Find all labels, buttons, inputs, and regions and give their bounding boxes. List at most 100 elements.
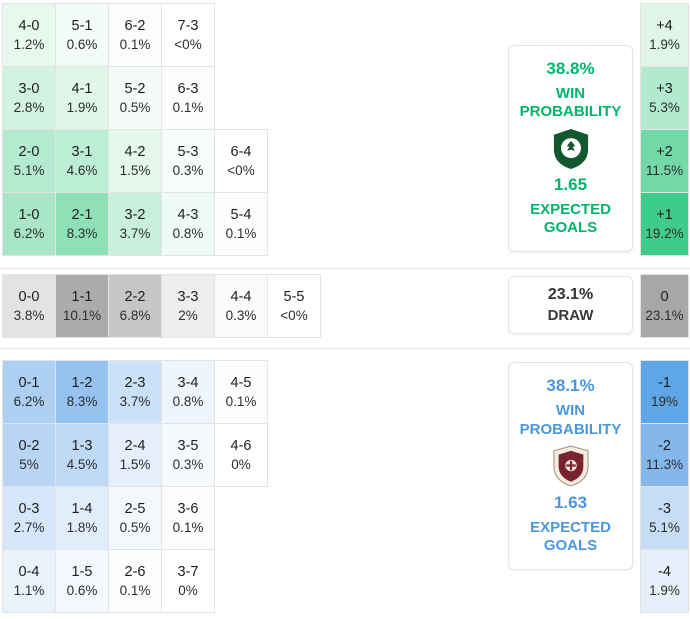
away-score-cell: 1-3 4.5% [55,423,109,487]
probability: 0.1% [119,583,151,598]
probability: 5.1% [13,163,45,178]
probability: 5% [19,457,39,472]
home-score-cell: 6-2 0.1% [108,3,162,67]
probability: 0.1% [172,520,204,535]
scoreline: 0-1 [18,375,40,391]
probability: 0% [178,583,198,598]
goal-difference-cell: -2 11.3% [640,423,689,487]
goal-difference: +3 [656,81,673,97]
probability: 1.1% [13,583,45,598]
scoreline: 3-7 [177,564,199,580]
home-score-cell: 4-0 1.2% [2,3,56,67]
scoreline: 0-0 [18,289,40,305]
probability: 10.1% [62,308,102,323]
draw-score-cell: 5-5 <0% [267,274,321,338]
home-score-cell: 4-3 0.8% [161,192,215,256]
away-score-row: 0-1 6.2% 1-2 8.3% 2-3 3.7% 3-4 0.8% 4-5 0.1% [2,360,268,424]
away-score-cell: 1-4 1.8% [55,486,109,550]
home-score-row: 1-0 6.2% 2-1 8.3% 3-2 3.7% 4-3 0.8% 5-4 0.1% [2,192,268,256]
draw-score-cell: 1-1 10.1% [55,274,109,338]
goal-difference: +4 [656,18,673,34]
probability: <0% [280,308,308,323]
home-win-panel: 38.8% WIN PROBABILITY 1.65 EXPECTED GOAL… [508,45,633,252]
scoreline: 1-0 [18,207,40,223]
goal-difference: +1 [656,207,673,223]
scoreline: 1-3 [71,438,93,454]
probability: 8.3% [66,226,98,241]
probability: 2.7% [13,520,45,535]
home-score-cell: 7-3 <0% [161,3,215,67]
scoreline: 4-5 [230,375,252,391]
probability: 0% [231,457,251,472]
scoreline: 5-2 [124,81,146,97]
probability: 1.9% [649,37,680,52]
scoreline: 5-1 [71,18,93,34]
scoreline: 0-4 [18,564,40,580]
scoreline: 2-4 [124,438,146,454]
goal-difference-cell: +3 5.3% [640,66,689,130]
probability: 11.3% [645,457,684,472]
home-team-crest-icon [552,128,590,170]
home-score-cell: 4-2 1.5% [108,129,162,193]
scoreline: 2-3 [124,375,146,391]
probability: 19.2% [645,226,684,241]
probability: 3.8% [13,308,45,323]
scoreline: 5-5 [283,289,305,305]
scoreline: 4-6 [230,438,252,454]
probability: 6.2% [13,226,45,241]
scoreline: 7-3 [177,18,199,34]
scoreline: 3-3 [177,289,199,305]
goal-difference: -3 [658,501,671,517]
probability: 4.6% [66,163,98,178]
away-win-panel: 38.1% WIN PROBABILITY 1.63 EXPECTED GOAL… [508,362,633,570]
scoreline: 3-4 [177,375,199,391]
away-win-score-grid: 0-1 6.2% 1-2 8.3% 2-3 3.7% 3-4 0.8% 4-5 0.1% 0-2 5%… [2,360,268,613]
section-divider-top [0,268,690,269]
home-score-cell: 5-1 0.6% [55,3,109,67]
away-score-cell: 3-7 0% [161,549,215,613]
probability: <0% [227,163,255,178]
home-win-score-grid: 4-0 1.2% 5-1 0.6% 6-2 0.1% 7-3 <0% 3-0 2.8% 4-1 1.9… [2,3,268,256]
probability: 0.1% [225,226,257,241]
away-win-probability-label: WIN PROBABILITY [519,401,622,438]
goal-difference-cell: +4 1.9% [640,3,689,67]
home-score-row: 2-0 5.1% 3-1 4.6% 4-2 1.5% 5-3 0.3% 6-4 <0% [2,129,268,193]
goal-difference: +2 [656,144,673,160]
away-score-row: 0-3 2.7% 1-4 1.8% 2-5 0.5% 3-6 0.1% [2,486,268,550]
goal-difference-cell: +2 11.5% [640,129,689,193]
probability: <0% [174,37,202,52]
probability: 1.5% [119,457,151,472]
probability: 1.8% [66,520,98,535]
scoreline: 1-5 [71,564,93,580]
draw-score-cell: 2-2 6.8% [108,274,162,338]
scoreline: 2-1 [71,207,93,223]
scoreline: 4-4 [230,289,252,305]
away-score-cell: 2-6 0.1% [108,549,162,613]
draw-score-cell: 4-4 0.3% [214,274,268,338]
probability: 1.2% [13,37,45,52]
home-score-cell: 5-2 0.5% [108,66,162,130]
draw-probability-value: 23.1% [547,286,594,303]
probability: 0.3% [225,308,257,323]
scoreline: 1-2 [71,375,93,391]
probability: 6.8% [119,308,151,323]
home-score-row: 4-0 1.2% 5-1 0.6% 6-2 0.1% 7-3 <0% [2,3,268,67]
scoreline: 4-0 [18,18,40,34]
home-score-cell: 6-3 0.1% [161,66,215,130]
goal-difference: -1 [658,375,671,391]
probability: 19% [650,394,679,409]
away-score-row: 0-4 1.1% 1-5 0.6% 2-6 0.1% 3-7 0% [2,549,268,613]
probability: 0.5% [119,100,151,115]
probability: 2.8% [13,100,45,115]
away-score-row: 0-2 5% 1-3 4.5% 2-4 1.5% 3-5 0.3% 4-6 0% [2,423,268,487]
scoreline: 0-2 [18,438,40,454]
draw-score-cell: 3-3 2% [161,274,215,338]
probability: 1.5% [119,163,151,178]
scoreline: 1-1 [71,289,93,305]
probability: 0.5% [119,520,151,535]
probability: 0.3% [172,457,204,472]
home-score-cell: 4-1 1.9% [55,66,109,130]
draw-label: DRAW [547,307,594,324]
away-score-cell: 1-2 8.3% [55,360,109,424]
